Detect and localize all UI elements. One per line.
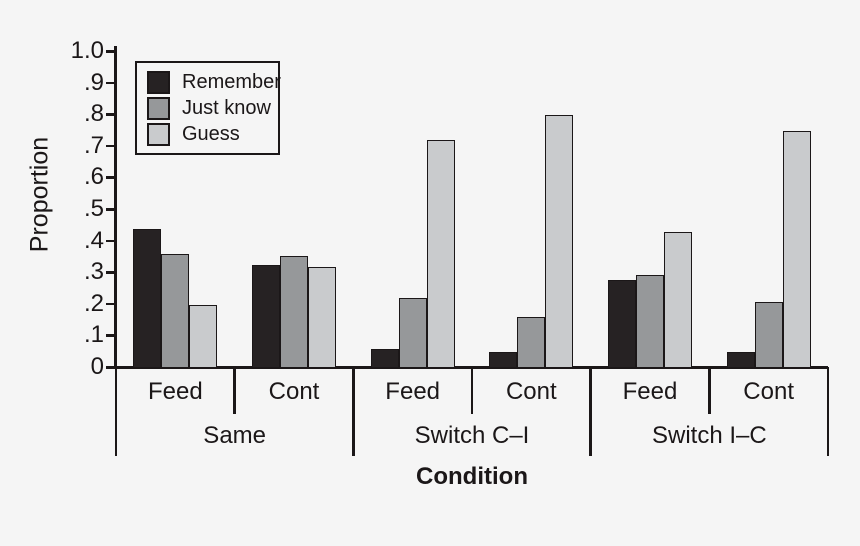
y-tick-label: .1 <box>83 321 104 349</box>
bar-just-know <box>161 254 190 368</box>
bar-just-know <box>280 256 308 368</box>
y-tick-label: .9 <box>83 68 104 96</box>
legend-swatch-guess <box>147 123 170 146</box>
y-tick <box>106 302 116 306</box>
bar-remember <box>370 349 399 368</box>
legend-box: Remember Just know Guess <box>135 61 281 155</box>
condition-label-feed: Feed <box>147 378 203 405</box>
bar-remember <box>252 265 280 368</box>
bar-guess <box>545 115 574 368</box>
y-tick <box>106 208 116 211</box>
bar-guess <box>664 232 692 368</box>
y-tick <box>106 113 116 116</box>
bar-remember <box>608 280 636 368</box>
bar-remember <box>133 229 162 368</box>
bar-guess <box>426 140 455 368</box>
bar-guess <box>782 131 811 368</box>
bar-just-know <box>636 275 664 368</box>
condition-label-cont: Cont <box>743 378 795 405</box>
condition-label-cont: Cont <box>268 378 320 405</box>
bar-just-know <box>398 298 427 368</box>
legend-swatch-just-know <box>147 97 170 120</box>
legend-label: Just know <box>182 97 271 119</box>
group-label-switch-c-i: Switch C–I <box>414 422 530 449</box>
bar-guess <box>308 267 336 368</box>
y-tick-label: .7 <box>83 131 104 159</box>
group-divider <box>352 367 355 456</box>
y-tick <box>106 239 116 243</box>
condition-label-feed: Feed <box>385 378 441 405</box>
group-divider <box>589 367 592 456</box>
group-divider <box>826 367 830 456</box>
y-tick <box>106 81 116 85</box>
bar-just-know <box>517 317 546 368</box>
y-tick-label: .3 <box>83 258 104 286</box>
condition-divider <box>470 367 474 414</box>
legend-swatch-remember <box>147 71 170 94</box>
x-axis-title: Condition <box>416 463 528 490</box>
y-tick <box>106 366 116 369</box>
legend-label: Guess <box>182 123 240 145</box>
bar-remember <box>489 352 518 368</box>
group-label-same: Same <box>203 422 267 449</box>
legend-label: Remember <box>182 71 281 93</box>
y-tick-label: .8 <box>83 100 104 128</box>
y-tick-label: .5 <box>83 195 104 222</box>
y-tick <box>106 144 116 148</box>
condition-divider <box>233 367 236 414</box>
legend-item-remember: Remember <box>147 71 281 94</box>
y-tick <box>106 271 116 274</box>
bar-just-know <box>754 302 783 368</box>
y-tick-label: .2 <box>83 289 104 317</box>
y-tick <box>106 334 116 337</box>
y-tick <box>106 50 116 53</box>
group-divider <box>114 367 118 456</box>
legend-item-guess: Guess <box>147 123 278 146</box>
y-tick <box>106 176 116 179</box>
condition-label-feed: Feed <box>622 378 678 405</box>
condition-label-cont: Cont <box>505 378 557 405</box>
y-axis-line <box>114 46 117 367</box>
y-tick-label: .4 <box>83 226 104 254</box>
bar-guess <box>189 305 218 368</box>
group-label-switch-i-c: Switch I–C <box>651 422 767 449</box>
y-tick-label: 1.0 <box>70 37 104 64</box>
legend-rows: Remember Just know Guess <box>147 71 281 146</box>
y-tick-label: .6 <box>83 163 104 191</box>
legend-item-just-know: Just know <box>147 97 278 120</box>
condition-divider <box>708 367 711 414</box>
bar-remember <box>726 352 755 368</box>
y-tick-label: 0 <box>90 353 104 380</box>
